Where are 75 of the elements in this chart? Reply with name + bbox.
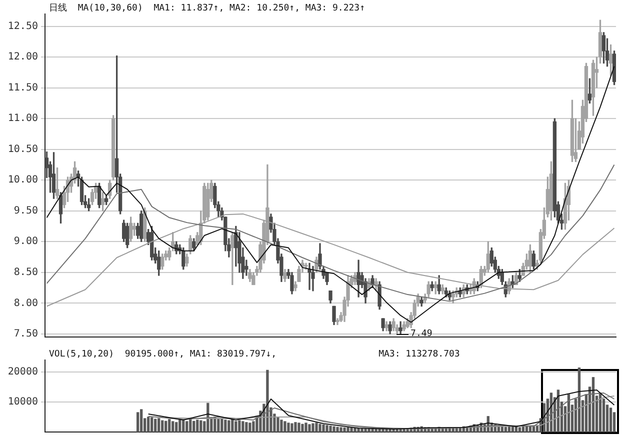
chart-title: VOL(5,10,20) 90195.000↑, MA1: 83019.797↓, bbox=[49, 349, 277, 360]
y-tick-label: 12.50 bbox=[8, 20, 38, 32]
bar bbox=[518, 427, 521, 432]
bar bbox=[200, 420, 202, 432]
y-tick-label: 9.50 bbox=[14, 205, 38, 216]
bar bbox=[301, 424, 304, 432]
bar bbox=[245, 422, 248, 432]
y-tick-label: 10.50 bbox=[8, 144, 38, 155]
bar bbox=[192, 420, 196, 432]
bar bbox=[329, 426, 332, 432]
bar bbox=[511, 426, 514, 432]
bar bbox=[136, 412, 140, 432]
bar bbox=[266, 370, 269, 432]
bar bbox=[196, 420, 199, 432]
bar bbox=[168, 419, 171, 432]
bar bbox=[280, 420, 283, 432]
bar bbox=[158, 418, 160, 432]
bar bbox=[343, 427, 346, 432]
bar bbox=[308, 424, 311, 432]
bar bbox=[354, 428, 356, 432]
bar bbox=[147, 416, 150, 432]
bar bbox=[178, 420, 182, 432]
bar bbox=[238, 420, 241, 432]
bar bbox=[508, 426, 510, 432]
bar bbox=[312, 423, 314, 432]
bar bbox=[336, 426, 339, 432]
bar bbox=[294, 422, 297, 432]
bar bbox=[455, 428, 458, 432]
annotation: 7.49 bbox=[410, 328, 432, 339]
bar bbox=[189, 419, 192, 432]
bar bbox=[228, 420, 230, 432]
y-tick-label: 8.50 bbox=[14, 266, 38, 278]
bar bbox=[284, 421, 286, 432]
bar bbox=[315, 422, 318, 432]
bar bbox=[172, 421, 174, 432]
bar bbox=[234, 421, 238, 432]
y-tick-label: 8.00 bbox=[14, 298, 38, 309]
bar bbox=[217, 419, 220, 432]
bar bbox=[609, 408, 612, 432]
bar bbox=[504, 426, 507, 432]
bar bbox=[525, 426, 528, 432]
y-tick-label: 11.50 bbox=[8, 82, 38, 94]
bar bbox=[340, 427, 342, 432]
bar bbox=[346, 427, 350, 432]
bar bbox=[154, 418, 157, 432]
bar bbox=[326, 425, 328, 432]
y-tick-label: 10000 bbox=[8, 396, 38, 408]
bar bbox=[276, 416, 280, 432]
y-tick-label: 10.00 bbox=[8, 174, 38, 186]
bar bbox=[248, 422, 252, 432]
bar bbox=[322, 424, 325, 432]
bar bbox=[522, 426, 524, 432]
chart-title: 日线 MA(10,30,60) MA1: 11.837↑, MA2: 10.250↑, MA3: 9.223↑ bbox=[49, 2, 366, 14]
bar bbox=[350, 427, 353, 432]
bar bbox=[304, 422, 308, 432]
bar bbox=[186, 421, 188, 432]
y-tick-label: 7.50 bbox=[14, 328, 38, 340]
text: MA3: 113278.703 bbox=[378, 349, 460, 360]
bar bbox=[161, 420, 164, 432]
y-tick-label: 20000 bbox=[8, 366, 38, 378]
bar bbox=[150, 417, 154, 432]
y-tick-label: 11.00 bbox=[8, 113, 38, 124]
bar bbox=[182, 420, 185, 432]
bar bbox=[224, 420, 227, 432]
bar bbox=[164, 420, 168, 432]
bar bbox=[332, 426, 336, 432]
bar bbox=[140, 409, 143, 432]
y-tick-label: 9.00 bbox=[14, 236, 38, 248]
bar bbox=[290, 423, 294, 432]
y-tick-label: 12.00 bbox=[8, 52, 38, 63]
bar bbox=[242, 421, 244, 432]
bar bbox=[175, 422, 178, 432]
bar bbox=[318, 424, 322, 432]
bar bbox=[287, 422, 290, 432]
bar bbox=[298, 422, 300, 432]
